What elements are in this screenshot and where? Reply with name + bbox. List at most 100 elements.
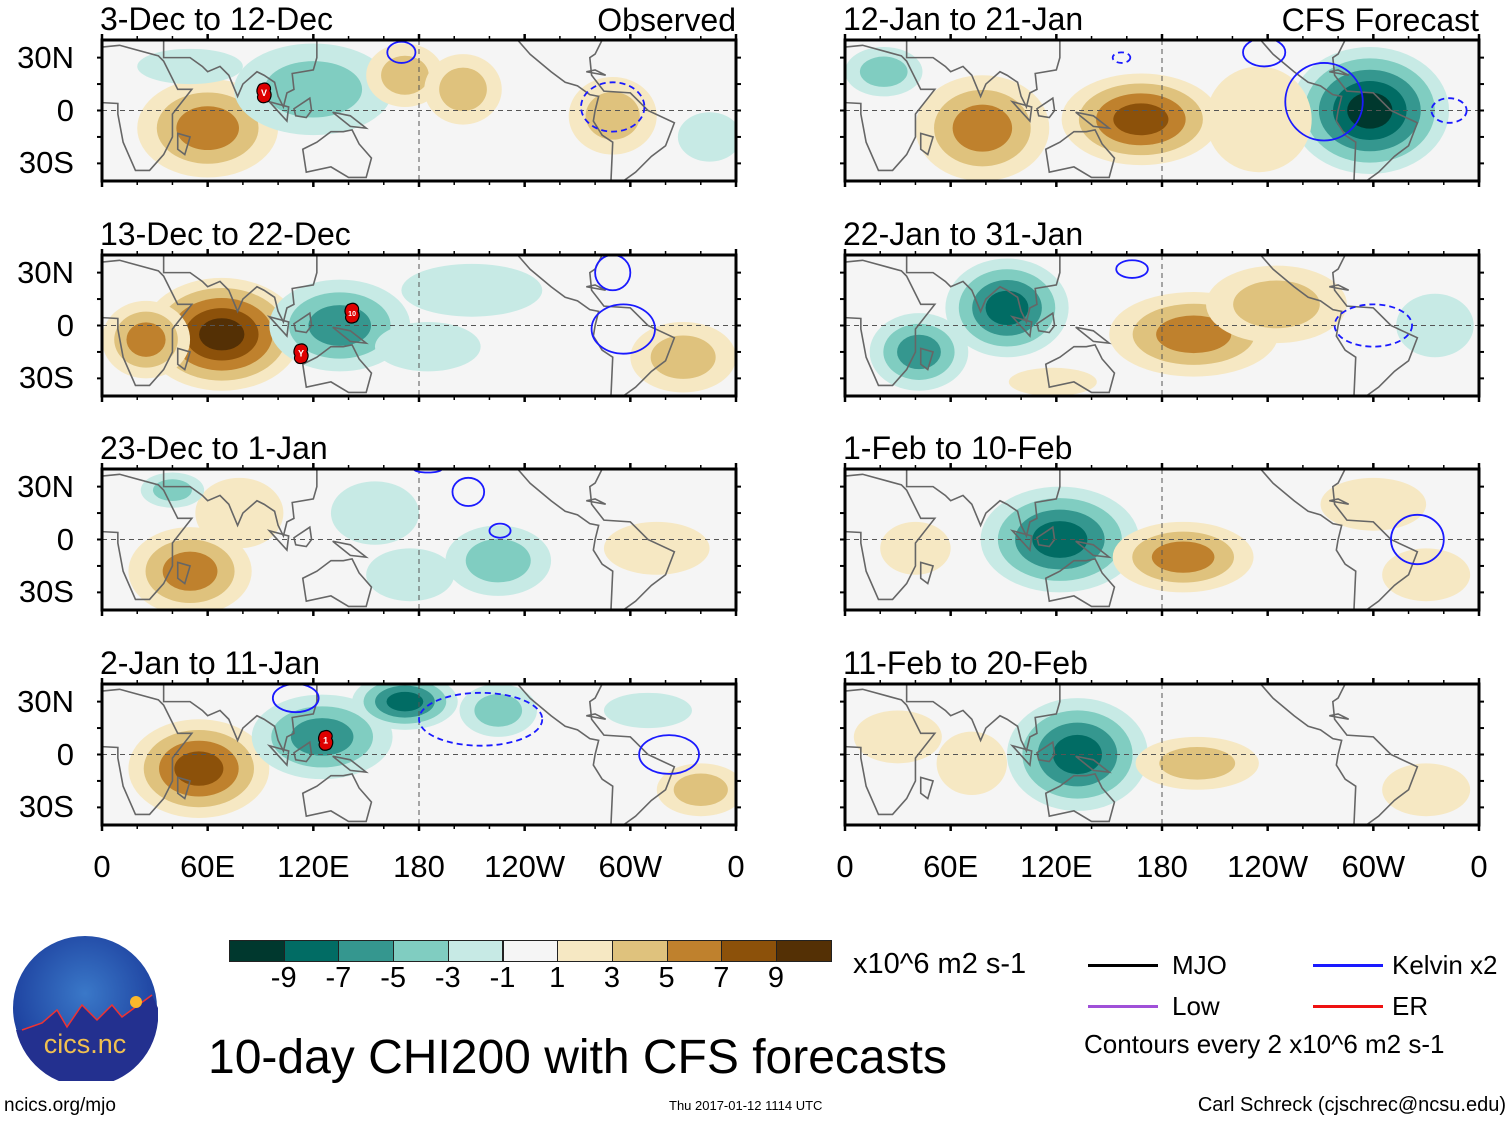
- kelvin-contour: [418, 691, 544, 747]
- anomaly-contour-fill: [1382, 763, 1471, 817]
- coastline: [845, 259, 937, 387]
- anomaly-contour-fill: [1206, 66, 1312, 173]
- kelvin-contour: [590, 303, 656, 355]
- coastline: [516, 469, 676, 610]
- coastline: [845, 44, 937, 172]
- colorbar-tick-label: -1: [489, 962, 516, 994]
- coastline: [516, 684, 676, 825]
- coastline: [1009, 744, 1033, 767]
- x-axis-label: 120W: [484, 849, 566, 884]
- anomaly-contour-fill: [1008, 367, 1097, 396]
- coastline: [1075, 326, 1112, 345]
- anomaly-contour-fill: [1156, 315, 1232, 354]
- y-axis-label: 0: [56, 521, 74, 557]
- colorbar-tick-label: 9: [767, 962, 785, 994]
- anomaly-contour-fill: [381, 55, 429, 95]
- legend-low-line: [1088, 1005, 1158, 1008]
- panel-title: 3-Dec to 12-Dec: [100, 1, 333, 37]
- coastline: [266, 744, 290, 767]
- coastline: [919, 347, 935, 371]
- anomaly-contour-fill: [199, 318, 245, 351]
- x-axis-label: 0: [93, 849, 111, 884]
- kelvin-contour: [1333, 303, 1413, 348]
- colorbar-tick-label: -3: [434, 962, 461, 994]
- panel-title: 1-Feb to 10-Feb: [843, 430, 1073, 466]
- kelvin-contour: [1111, 51, 1132, 64]
- coastline: [516, 255, 676, 396]
- coastline: [1075, 111, 1112, 130]
- coastline: [1036, 96, 1056, 119]
- y-axis-label: 0: [56, 307, 74, 343]
- tropical-cyclone-icon: V: [256, 82, 272, 104]
- anomaly-contour-fill: [897, 334, 941, 370]
- kelvin-contour: [1242, 40, 1287, 68]
- kelvin-contour: [1115, 259, 1149, 279]
- kelvin-contour: [1430, 97, 1468, 124]
- anomaly-contour-fill: [174, 751, 224, 786]
- coastline: [293, 525, 313, 548]
- kelvin-contour: [580, 81, 646, 133]
- kelvin-contour: [451, 476, 486, 507]
- anomaly-contour-fill: [195, 477, 284, 549]
- timestamp: Thu 2017-01-12 1114 UTC: [669, 1098, 823, 1113]
- colorbar-tick-label: -9: [270, 962, 297, 994]
- coastline: [1329, 69, 1350, 77]
- storm-label: Y: [298, 349, 304, 359]
- anomaly-contour-fill: [673, 773, 728, 807]
- coastline: [1009, 529, 1033, 552]
- kelvin-contour: [1390, 513, 1445, 566]
- coastline: [1259, 684, 1419, 825]
- coastline: [301, 772, 373, 823]
- colorbar-swatch: [283, 940, 340, 962]
- cics-logo: cics.nc: [13, 936, 158, 1081]
- kelvin-contour: [386, 40, 417, 64]
- anomaly-contour-fill: [1151, 541, 1215, 573]
- coastline: [1329, 498, 1350, 506]
- coastline: [586, 713, 607, 721]
- legend-er-label: ER: [1392, 991, 1429, 1021]
- legend-low-label: Low: [1172, 991, 1220, 1021]
- site-link[interactable]: ncics.org/mjo: [4, 1095, 116, 1116]
- coastline: [1075, 755, 1112, 774]
- colorbar-swatch: [229, 940, 285, 962]
- coastline: [102, 259, 194, 387]
- legend-er-line: [1313, 1005, 1383, 1008]
- coastline: [176, 347, 192, 371]
- coastline: [266, 100, 290, 123]
- anomaly-contour-fill: [465, 538, 531, 583]
- x-axis-label: 120E: [277, 849, 350, 884]
- coastline: [1044, 772, 1116, 823]
- contour-note: Contours every 2 x10^6 m2 s-1: [1084, 1029, 1445, 1059]
- coastline: [1009, 100, 1033, 123]
- coastline: [332, 755, 369, 774]
- colorbar-tick-label: 3: [603, 962, 620, 994]
- y-axis-label: 30S: [18, 360, 74, 396]
- coastline: [586, 69, 607, 77]
- anomaly-contour-fill: [1382, 548, 1471, 602]
- panel-title: 23-Dec to 1-Jan: [100, 430, 328, 466]
- colorbar-tick-label: -7: [325, 962, 352, 994]
- coastline: [176, 776, 192, 800]
- coastline: [845, 688, 937, 816]
- coastline: [905, 40, 1061, 110]
- kelvin-contour: [488, 522, 512, 539]
- legend-kelvin-line: [1313, 964, 1383, 967]
- anomaly-contour-fill: [366, 548, 455, 602]
- map-panel: 10 Y: [97, 249, 741, 402]
- anomaly-contour-fill: [859, 56, 908, 87]
- colorbar-swatch: [393, 940, 449, 962]
- storm-label: 10: [348, 311, 356, 318]
- anomaly-contour-fill: [603, 692, 692, 729]
- x-axis-label: 60W: [1341, 849, 1406, 884]
- coastline: [293, 311, 313, 334]
- coastline: [516, 40, 676, 181]
- panel-title: 2-Jan to 11-Jan: [100, 645, 320, 681]
- coastline: [162, 255, 318, 325]
- coastline: [1036, 525, 1056, 548]
- y-axis-label: 30N: [17, 468, 74, 504]
- x-axis-label: 60E: [923, 849, 979, 884]
- y-axis-label: 0: [56, 92, 74, 128]
- y-axis-label: 30N: [17, 39, 74, 75]
- anomaly-contour-fill: [330, 481, 419, 545]
- kelvin-contour: [271, 684, 320, 714]
